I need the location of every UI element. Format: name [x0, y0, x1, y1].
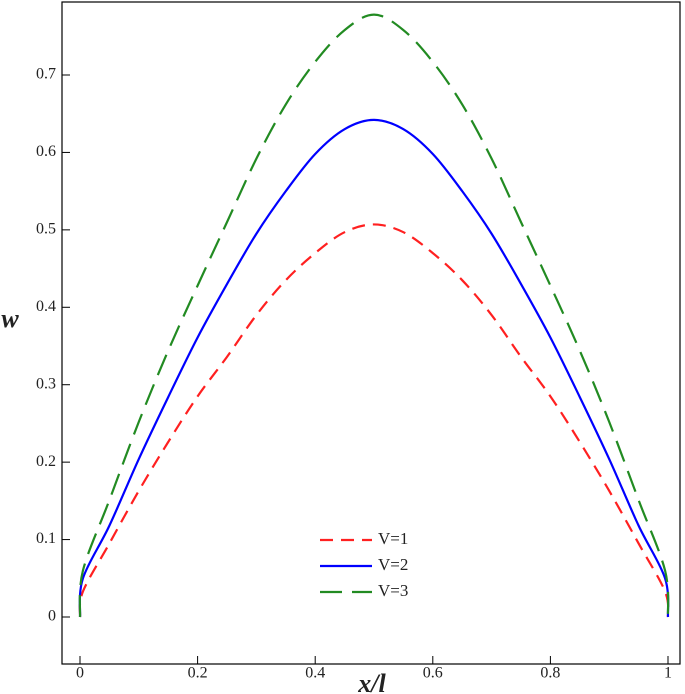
- series-line-1: [78, 223, 670, 618]
- legend: V=1 V=2 V=3: [320, 529, 408, 600]
- plot-frame: [61, 1, 681, 665]
- x-tick-label: 0.4: [305, 664, 325, 681]
- x-tick-label: 0.2: [188, 664, 208, 681]
- y-tick-label: 0.3: [36, 375, 56, 392]
- y-tick-label: 0.6: [36, 143, 56, 160]
- y-tick-label: 0.7: [36, 66, 56, 83]
- y-tick-label: 0.5: [36, 221, 56, 238]
- x-axis: 0 0.2 0.4 0.6 0.8 1: [76, 656, 672, 681]
- y-axis: 0 0.1 0.2 0.3 0.4 0.5 0.6 0.7: [36, 66, 70, 625]
- y-tick-label: 0: [48, 608, 56, 625]
- series-line-2: [78, 118, 670, 618]
- x-tick-label: 0.6: [423, 664, 443, 681]
- x-tick-label: 1: [664, 664, 672, 681]
- legend-label: V=1: [378, 529, 408, 548]
- x-tick-label: 0.8: [540, 664, 560, 681]
- x-axis-title: x/l: [357, 669, 386, 694]
- legend-label: V=3: [378, 581, 408, 600]
- y-axis-title: w: [1, 304, 19, 333]
- series-layer: [78, 13, 670, 618]
- x-tick-label: 0: [76, 664, 84, 681]
- legend-label: V=2: [378, 555, 408, 574]
- y-tick-label: 0.2: [36, 453, 56, 470]
- series-line-3: [78, 13, 670, 618]
- y-tick-label: 0.4: [36, 298, 56, 315]
- y-tick-label: 0.1: [36, 530, 56, 547]
